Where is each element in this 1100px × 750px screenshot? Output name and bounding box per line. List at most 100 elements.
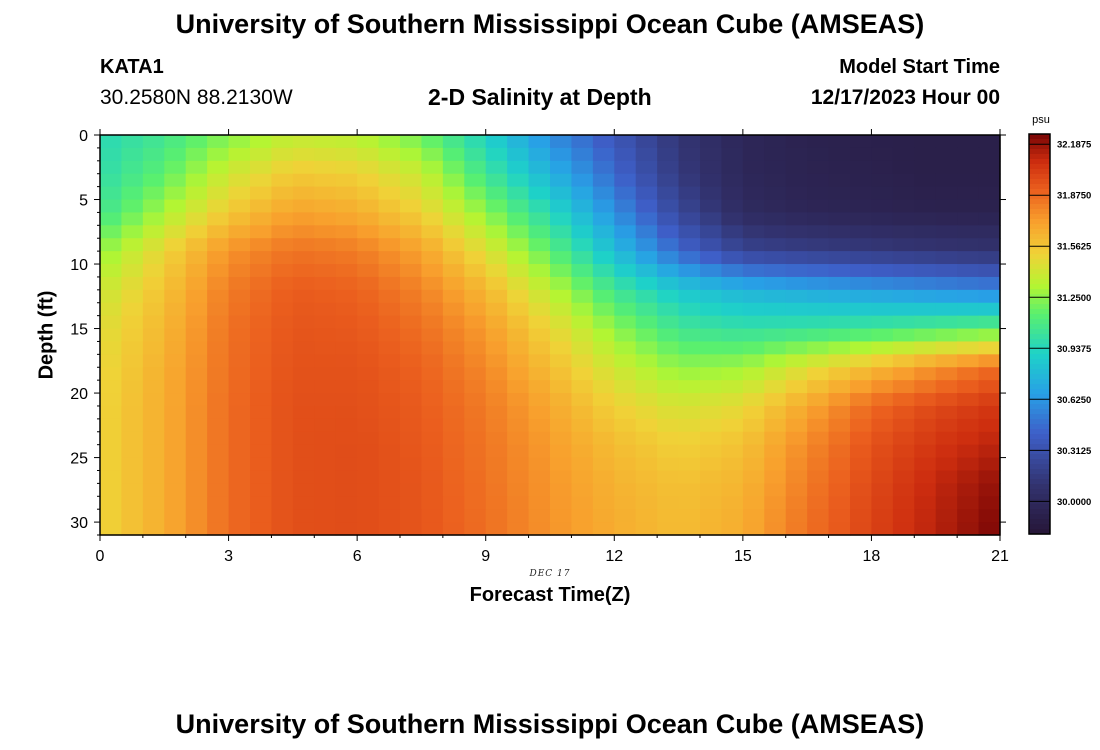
heatmap-cell	[571, 135, 594, 149]
heatmap-cell	[935, 393, 958, 407]
heatmap-cell	[335, 457, 358, 472]
heatmap-cell	[850, 328, 873, 343]
heatmap-cell	[657, 509, 680, 523]
heatmap-cell	[164, 225, 187, 239]
heatmap-cell	[314, 483, 337, 497]
heatmap-cell	[271, 302, 294, 317]
heatmap-cell	[914, 393, 937, 407]
colorbar-segment	[1029, 224, 1050, 230]
colorbar-tick-label: 30.6250	[1057, 395, 1091, 406]
heatmap-cell	[678, 264, 701, 278]
colorbar-segment	[1029, 189, 1050, 195]
heatmap-cell	[657, 418, 680, 433]
heatmap-cell	[464, 431, 487, 446]
heatmap-cell	[550, 147, 573, 162]
heatmap-cell	[421, 431, 444, 446]
heatmap-cell	[464, 251, 487, 265]
colorbar-segment	[1029, 394, 1050, 400]
heatmap-cell	[742, 328, 765, 343]
colorbar-segment	[1029, 374, 1050, 380]
model-start-value: 12/17/2023 Hour 00	[810, 86, 1000, 109]
heatmap-cell	[721, 147, 744, 162]
heatmap-cell	[485, 509, 508, 523]
heatmap-cell	[421, 264, 444, 278]
heatmap-cell	[914, 431, 937, 446]
heatmap-cell	[914, 483, 937, 497]
heatmap-cell	[100, 289, 123, 304]
heatmap-cell	[442, 496, 465, 510]
heatmap-cell	[185, 315, 208, 330]
colorbar-segment	[1029, 254, 1050, 260]
heatmap-cell	[978, 199, 1001, 214]
heatmap-cell	[721, 225, 744, 239]
heatmap-cell	[464, 173, 487, 188]
colorbar-segment	[1029, 139, 1050, 145]
heatmap-cell	[657, 302, 680, 317]
heatmap-cell	[892, 186, 915, 201]
heatmap-cell	[892, 225, 915, 239]
heatmap-cell	[314, 173, 337, 188]
heatmap-cell	[764, 264, 787, 278]
heatmap-cell	[271, 367, 294, 381]
heatmap-cell	[571, 496, 594, 510]
colorbar-frame	[1028, 133, 1051, 535]
heatmap-cell	[914, 315, 937, 330]
heatmap-cell	[207, 302, 230, 317]
heatmap-cell	[335, 496, 358, 510]
heatmap-cell	[957, 135, 980, 149]
heatmap-cell	[442, 238, 465, 252]
heatmap-cell	[228, 212, 251, 226]
heatmap-cell	[550, 302, 573, 317]
colorbar-segment	[1029, 289, 1050, 295]
x-axis-label: Forecast Time(Z)	[469, 584, 631, 606]
heatmap-cell	[957, 444, 980, 459]
heatmap-cell	[742, 302, 765, 317]
heatmap-cell	[378, 186, 401, 201]
heatmap-cell	[507, 405, 530, 420]
heatmap-cell	[721, 238, 744, 252]
heatmap-cell	[785, 302, 808, 317]
heatmap-cell	[935, 444, 958, 459]
x-tick-label: 3	[224, 548, 233, 565]
heatmap-cell	[571, 444, 594, 459]
heatmap-cell	[678, 238, 701, 252]
heatmap-cell	[464, 380, 487, 394]
heatmap-cell	[614, 367, 637, 381]
heatmap-cell	[935, 380, 958, 394]
heatmap-cell	[657, 135, 680, 149]
heatmap-cell	[978, 186, 1001, 201]
heatmap-cell	[421, 135, 444, 149]
heatmap-cell	[271, 212, 294, 226]
heatmap-cell	[785, 135, 808, 149]
heatmap-cell	[228, 367, 251, 381]
heatmap-cell	[357, 470, 380, 484]
heatmap-cell	[250, 509, 273, 523]
heatmap-cell	[250, 199, 273, 214]
colorbar-segment	[1029, 169, 1050, 175]
heatmap-cell	[142, 251, 165, 265]
heatmap-cell	[700, 199, 723, 214]
heatmap-cell	[421, 328, 444, 343]
heatmap-cell	[357, 160, 380, 175]
heatmap-cell	[250, 470, 273, 484]
heatmap-cell	[700, 393, 723, 407]
heatmap-cell	[764, 367, 787, 381]
heatmap-cell	[742, 418, 765, 433]
heatmap-cell	[357, 251, 380, 265]
heatmap-cell	[571, 147, 594, 162]
heatmap-cell	[678, 186, 701, 201]
heatmap-cell	[528, 393, 551, 407]
heatmap-cell	[357, 238, 380, 252]
heatmap-cell	[528, 289, 551, 304]
heatmap-cell	[271, 238, 294, 252]
heatmap-cell	[335, 147, 358, 162]
heatmap-cell	[742, 199, 765, 214]
heatmap-cell	[614, 238, 637, 252]
heatmap-cell	[528, 238, 551, 252]
heatmap-cell	[357, 276, 380, 291]
heatmap-cell	[507, 470, 530, 484]
colorbar-segment	[1029, 244, 1050, 250]
heatmap-cell	[314, 264, 337, 278]
heatmap-cell	[292, 522, 315, 536]
heatmap-cell	[635, 199, 658, 214]
